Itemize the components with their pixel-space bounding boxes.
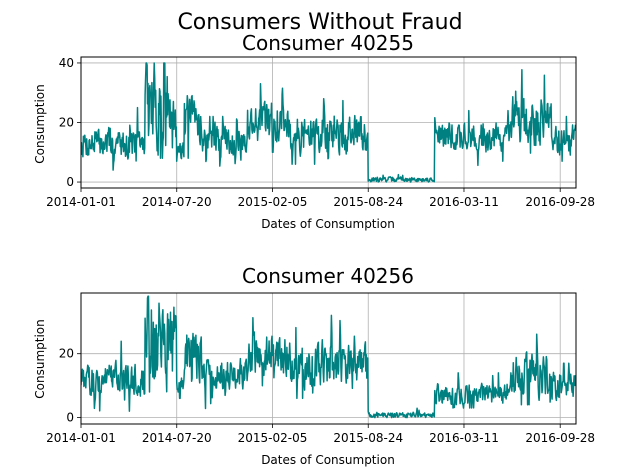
x-tick-label: 2015-02-05 <box>238 195 308 209</box>
x-tick-label: 2016-03-11 <box>429 431 499 445</box>
chart-consumer-40255: Consumer 40255 2014-01-01 2014-07-20 2015-… <box>33 31 595 231</box>
y-tick-label: 0 <box>66 175 74 189</box>
y-axis-ticks: 0 20 <box>59 347 81 425</box>
x-tick-label: 2015-08-24 <box>333 431 403 445</box>
y-axis-label: Consumption <box>33 319 47 398</box>
x-axis-ticks: 2014-01-01 2014-07-20 2015-02-05 2015-08-24… <box>46 424 595 445</box>
plot-border <box>80 292 577 425</box>
x-tick-label: 2014-01-01 <box>46 431 116 445</box>
y-axis-label: Consumption <box>33 84 47 163</box>
y-tick-label: 0 <box>66 411 74 425</box>
plot-border <box>80 56 577 189</box>
x-axis-label: Dates of Consumption <box>261 217 395 231</box>
x-axis-ticks: 2014-01-01 2014-07-20 2015-02-05 2015-08-24… <box>46 188 595 209</box>
x-tick-label: 2014-07-20 <box>142 195 212 209</box>
x-tick-label: 2016-09-28 <box>525 431 595 445</box>
x-tick-label: 2016-09-28 <box>525 195 595 209</box>
x-axis-label: Dates of Consumption <box>261 453 395 467</box>
x-tick-label: 2015-02-05 <box>238 431 308 445</box>
chart-title: Consumer 40255 <box>242 31 414 55</box>
series-line <box>81 295 576 419</box>
x-tick-label: 2014-01-01 <box>46 195 116 209</box>
figure-suptitle: Consumers Without Fraud <box>177 10 462 35</box>
chart-title: Consumer 40256 <box>242 264 414 288</box>
y-tick-label: 20 <box>59 347 74 361</box>
chart-consumer-40256: Consumer 40256 2014-01-01 2014-07-20 2015-… <box>33 264 595 467</box>
y-tick-label: 40 <box>59 56 74 70</box>
series-line <box>81 62 576 183</box>
x-tick-label: 2015-08-24 <box>333 195 403 209</box>
x-tick-label: 2014-07-20 <box>142 431 212 445</box>
y-axis-ticks: 0 20 40 <box>59 56 81 189</box>
x-tick-label: 2016-03-11 <box>429 195 499 209</box>
y-tick-label: 20 <box>59 116 74 130</box>
